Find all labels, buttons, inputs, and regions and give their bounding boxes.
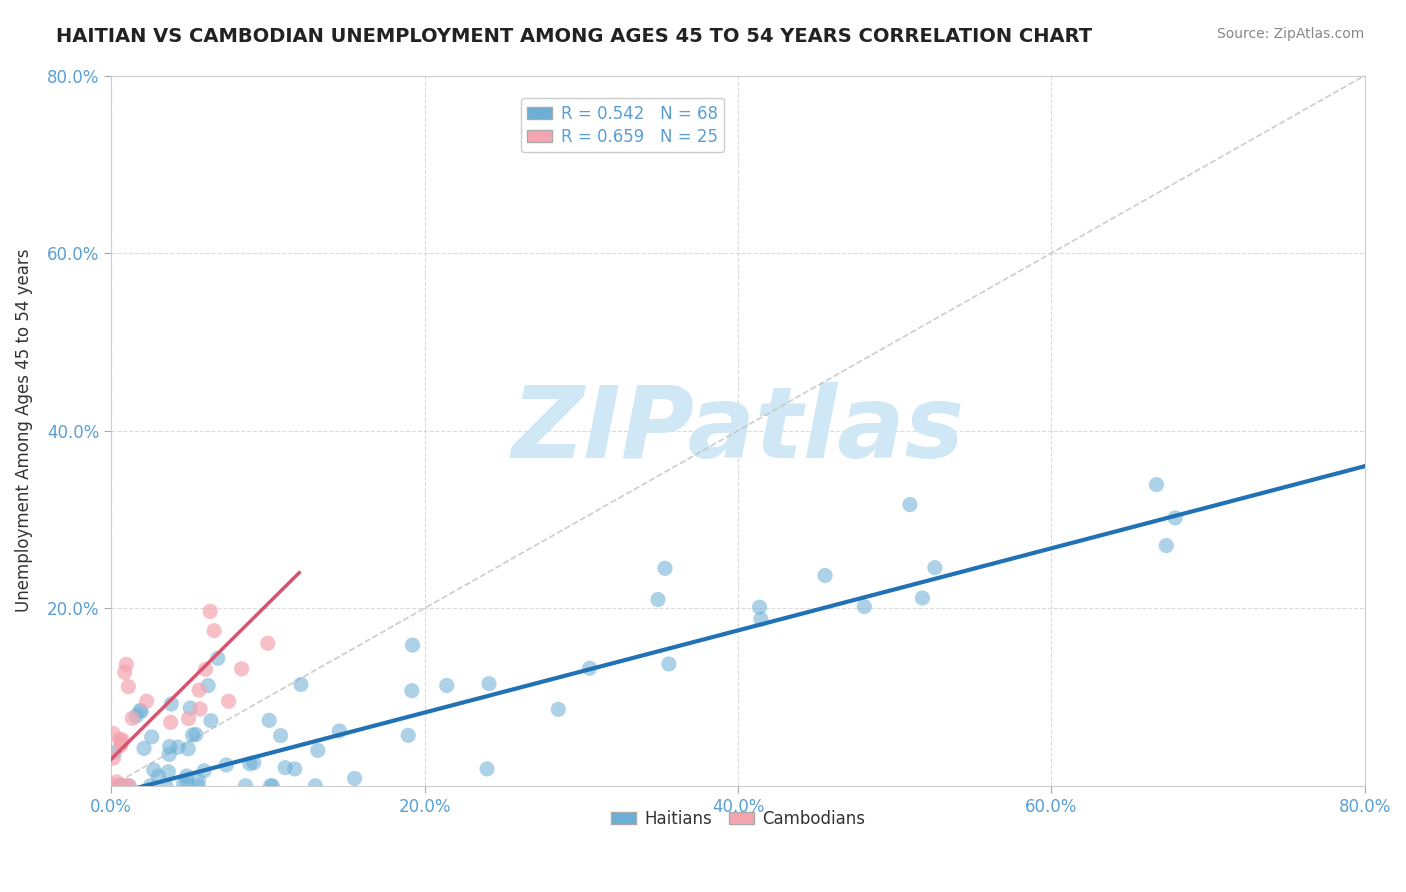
Cambodians: [103, 779, 125, 793]
Haitians: [401, 638, 423, 652]
Haitians: [167, 740, 190, 755]
Cambodians: [103, 751, 125, 765]
Haitians: [647, 592, 669, 607]
Cambodians: [117, 779, 139, 793]
Cambodians: [194, 662, 217, 676]
Haitians: [159, 739, 181, 754]
Haitians: [748, 600, 770, 615]
Cambodians: [188, 683, 211, 698]
Text: Source: ZipAtlas.com: Source: ZipAtlas.com: [1216, 27, 1364, 41]
Haitians: [658, 657, 681, 671]
Haitians: [197, 679, 219, 693]
Cambodians: [159, 715, 181, 730]
Haitians: [304, 779, 326, 793]
Cambodians: [218, 694, 240, 708]
Haitians: [155, 779, 177, 793]
Legend: Haitians, Cambodians: Haitians, Cambodians: [605, 803, 872, 834]
Haitians: [235, 779, 257, 793]
Haitians: [110, 779, 132, 793]
Haitians: [129, 705, 152, 719]
Haitians: [118, 779, 141, 793]
Haitians: [173, 777, 195, 791]
Haitians: [853, 599, 876, 614]
Haitians: [1154, 539, 1177, 553]
Haitians: [1146, 477, 1168, 491]
Haitians: [749, 612, 772, 626]
Haitians: [207, 651, 229, 665]
Haitians: [401, 683, 423, 698]
Haitians: [343, 772, 366, 786]
Haitians: [654, 561, 676, 575]
Haitians: [436, 678, 458, 692]
Cambodians: [198, 604, 221, 618]
Text: HAITIAN VS CAMBODIAN UNEMPLOYMENT AMONG AGES 45 TO 54 YEARS CORRELATION CHART: HAITIAN VS CAMBODIAN UNEMPLOYMENT AMONG …: [56, 27, 1092, 45]
Text: ZIPatlas: ZIPatlas: [512, 382, 965, 479]
Haitians: [924, 560, 946, 574]
Y-axis label: Unemployment Among Ages 45 to 54 years: Unemployment Among Ages 45 to 54 years: [15, 249, 32, 613]
Haitians: [141, 730, 163, 744]
Haitians: [257, 714, 280, 728]
Haitians: [328, 723, 350, 738]
Haitians: [1164, 511, 1187, 525]
Haitians: [139, 779, 162, 793]
Haitians: [270, 729, 292, 743]
Haitians: [547, 702, 569, 716]
Haitians: [181, 728, 204, 742]
Haitians: [274, 761, 297, 775]
Haitians: [259, 779, 281, 793]
Cambodians: [202, 624, 225, 638]
Cambodians: [115, 657, 138, 672]
Haitians: [242, 756, 264, 770]
Haitians: [814, 568, 837, 582]
Haitians: [132, 741, 155, 756]
Cambodians: [110, 739, 132, 753]
Cambodians: [111, 733, 134, 747]
Haitians: [110, 779, 132, 793]
Cambodians: [188, 702, 211, 716]
Haitians: [396, 728, 419, 742]
Haitians: [184, 727, 207, 741]
Haitians: [157, 764, 180, 779]
Cambodians: [231, 662, 253, 676]
Haitians: [177, 741, 200, 756]
Cambodians: [105, 775, 128, 789]
Haitians: [179, 701, 201, 715]
Cambodians: [114, 779, 136, 793]
Cambodians: [117, 680, 139, 694]
Haitians: [898, 498, 921, 512]
Haitians: [911, 591, 934, 605]
Haitians: [284, 762, 307, 776]
Cambodians: [114, 665, 136, 680]
Haitians: [262, 779, 284, 793]
Haitians: [148, 769, 170, 783]
Haitians: [187, 773, 209, 788]
Haitians: [475, 762, 498, 776]
Haitians: [187, 779, 209, 793]
Cambodians: [111, 735, 134, 749]
Haitians: [176, 774, 198, 789]
Haitians: [478, 676, 501, 690]
Haitians: [200, 714, 222, 728]
Cambodians: [108, 732, 131, 747]
Haitians: [125, 709, 148, 723]
Haitians: [578, 661, 600, 675]
Haitians: [142, 763, 165, 777]
Haitians: [290, 677, 312, 691]
Cambodians: [256, 636, 278, 650]
Haitians: [103, 745, 125, 759]
Cambodians: [101, 726, 124, 740]
Haitians: [129, 704, 152, 718]
Cambodians: [135, 694, 157, 708]
Cambodians: [177, 711, 200, 725]
Haitians: [239, 756, 262, 771]
Haitians: [176, 769, 198, 783]
Haitians: [215, 758, 238, 772]
Haitians: [193, 764, 215, 778]
Haitians: [108, 779, 131, 793]
Haitians: [157, 747, 180, 762]
Haitians: [307, 743, 329, 757]
Cambodians: [121, 711, 143, 725]
Haitians: [160, 697, 183, 711]
